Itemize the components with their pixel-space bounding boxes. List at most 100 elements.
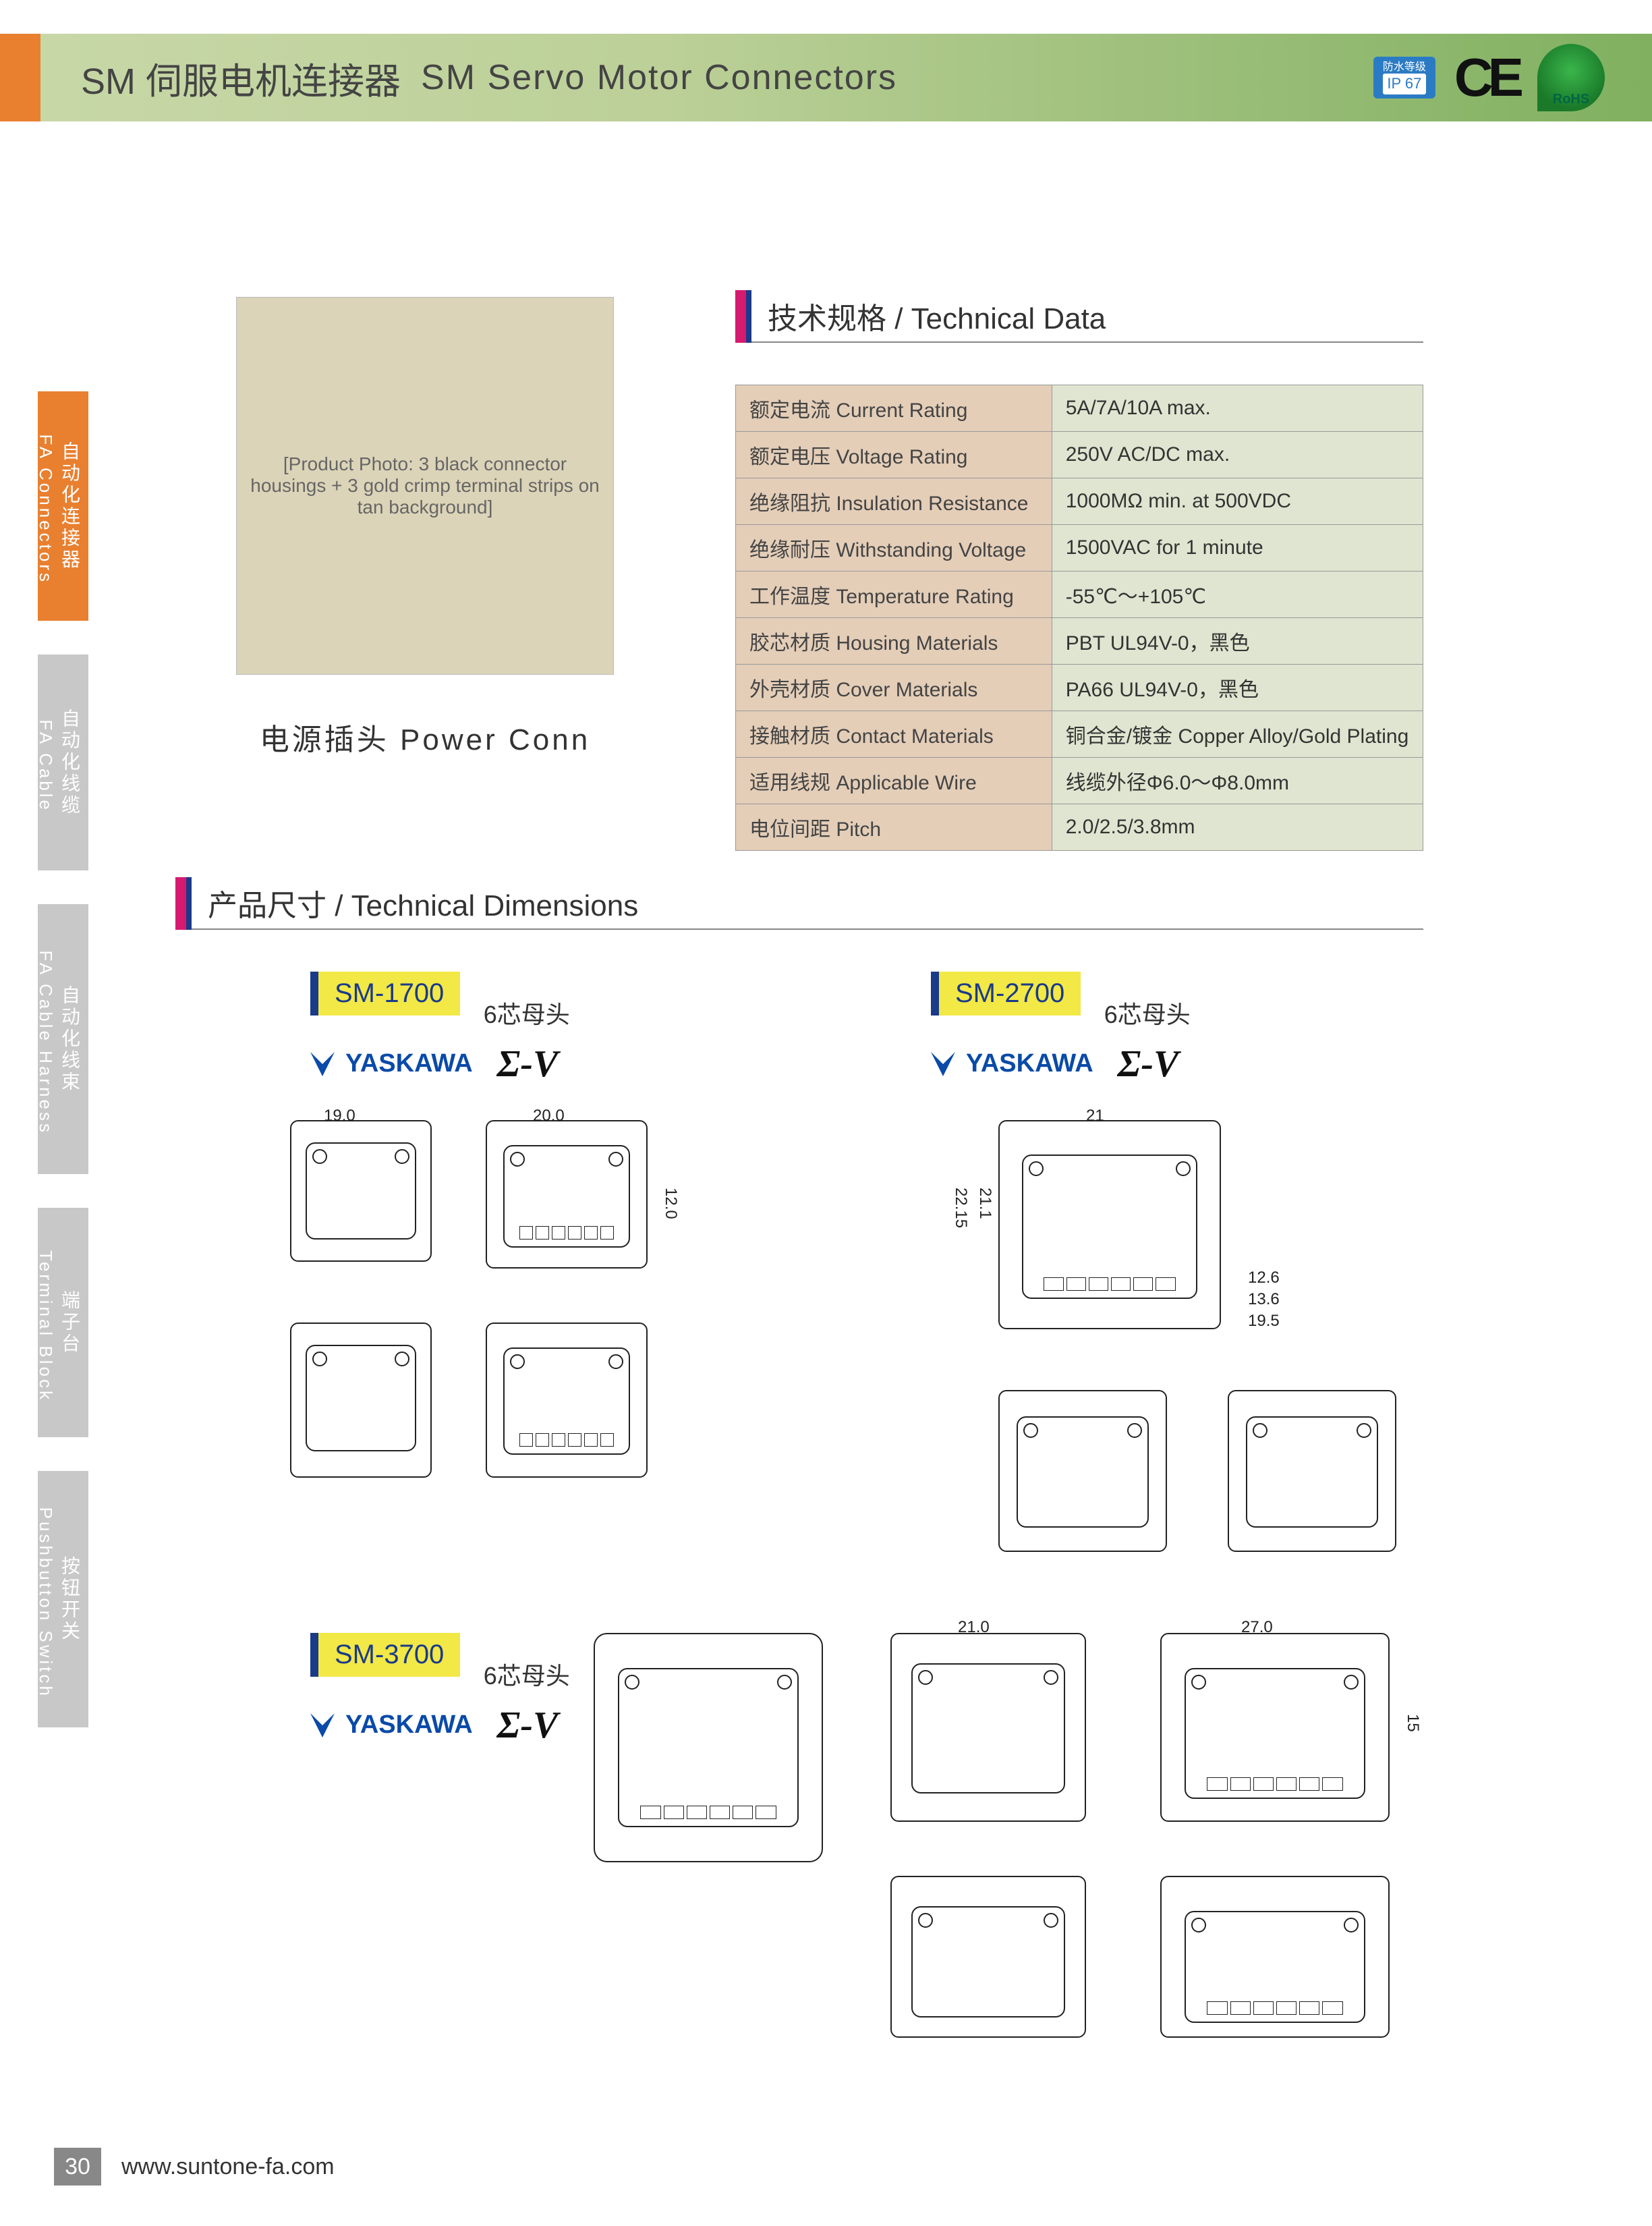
product-photo: [Product Photo: 3 black connector housin… <box>236 297 614 675</box>
series-text: Σ-V <box>497 1704 559 1747</box>
yaskawa-logo-icon <box>931 1052 955 1076</box>
yaskawa-logo-icon <box>310 1713 335 1737</box>
side-tab-cn: 端子台 <box>59 1290 80 1355</box>
model-sm-3700: SM-3700 6芯母头 YASKAWA Σ-V <box>310 1633 570 1747</box>
table-value: 1500VAC for 1 minute <box>1052 525 1423 572</box>
page-footer: 30 www.suntone-fa.com <box>54 2148 335 2186</box>
table-row: 适用线规 Applicable Wire线缆外径Φ6.0～Φ8.0mm <box>736 758 1423 804</box>
drawing-sm3700-top <box>890 1876 1086 2038</box>
photo-placeholder-text: [Product Photo: 3 black connector housin… <box>237 440 613 532</box>
rohs-badge <box>1537 44 1605 111</box>
drawing-sm3700-iso <box>594 1633 823 1862</box>
table-key: 电位间距 Pitch <box>736 804 1052 851</box>
table-row: 胶芯材质 Housing MaterialsPBT UL94V-0，黑色 <box>736 618 1423 665</box>
series-text: Σ-V <box>1118 1042 1179 1086</box>
table-key: 绝缘阻抗 Insulation Resistance <box>736 478 1052 525</box>
yaskawa-brand: YASKAWA Σ-V <box>931 1042 1191 1086</box>
side-tab-cn: 按钮开关 <box>59 1556 80 1642</box>
side-tab-en: FA Connectors <box>35 418 56 601</box>
table-value: 2.0/2.5/3.8mm <box>1052 804 1423 851</box>
ip-badge-top: 防水等级 <box>1383 61 1426 74</box>
page-number: 30 <box>54 2148 101 2186</box>
side-tab-en: Terminal Block <box>35 1235 56 1417</box>
model-subtitle: 6芯母头 <box>484 1662 570 1690</box>
table-row: 工作温度 Temperature Rating-55℃～+105℃ <box>736 572 1423 618</box>
drawing-sm3700-side2 <box>1160 1633 1390 1822</box>
side-tab-fa-cable: 自动化线缆 FA Cable <box>38 655 88 870</box>
ce-badge: CE <box>1454 47 1518 109</box>
header-badges: 防水等级 IP 67 CE <box>1373 44 1605 111</box>
series-text: Σ-V <box>497 1042 559 1086</box>
drawing-sm1700-iso <box>486 1323 648 1478</box>
side-tab-fa-cable-harness: 自动化线束 FA Cable Harness <box>38 904 88 1174</box>
drawing-sm3700-front <box>1160 1876 1390 2038</box>
model-subtitle: 6芯母头 <box>1104 1001 1191 1028</box>
dim-sm2700-h1: 22.15 <box>951 1188 970 1228</box>
side-tab-cn: 自动化连接器 <box>59 441 80 571</box>
page-header: SM 伺服电机连接器 SM Servo Motor Connectors 防水等… <box>0 34 1652 121</box>
model-subtitle: 6芯母头 <box>484 1001 570 1028</box>
heading-bar-magenta <box>175 877 186 930</box>
table-row: 额定电压 Voltage Rating250V AC/DC max. <box>736 432 1423 478</box>
side-tab-fa-connectors: 自动化连接器 FA Connectors <box>38 391 88 621</box>
drawing-sm1700-top <box>290 1323 432 1478</box>
model-name: SM-3700 <box>318 1633 460 1677</box>
table-row: 绝缘耐压 Withstanding Voltage1500VAC for 1 m… <box>736 525 1423 572</box>
drawing-sm2700-front <box>998 1120 1221 1329</box>
model-name: SM-2700 <box>939 972 1081 1015</box>
header-title-cn: SM 伺服电机连接器 <box>81 51 401 105</box>
header-title-en: SM Servo Motor Connectors <box>421 57 897 98</box>
side-tab-terminal-block: 端子台 Terminal Block <box>38 1208 88 1437</box>
table-row: 接触材质 Contact Materials铜合金/镀金 Copper Allo… <box>736 711 1423 758</box>
table-key: 额定电压 Voltage Rating <box>736 432 1052 478</box>
side-tab-en: FA Cable <box>35 681 56 850</box>
table-value: 线缆外径Φ6.0～Φ8.0mm <box>1052 758 1423 804</box>
technical-dimensions-heading: 产品尺寸 / Technical Dimensions <box>175 877 1423 930</box>
table-value: PBT UL94V-0，黑色 <box>1052 618 1423 665</box>
table-row: 绝缘阻抗 Insulation Resistance1000MΩ min. at… <box>736 478 1423 525</box>
dim-sm2700-d1: 12.6 <box>1248 1269 1280 1287</box>
technical-data-table: 额定电流 Current Rating5A/7A/10A max.额定电压 Vo… <box>735 385 1423 851</box>
model-name: SM-1700 <box>318 972 460 1015</box>
yaskawa-logo-icon <box>310 1052 335 1076</box>
side-tab-cn: 自动化线缆 <box>59 708 80 816</box>
side-tab-en: FA Cable Harness <box>35 931 56 1154</box>
table-value: PA66 UL94V-0，黑色 <box>1052 665 1423 711</box>
brand-text: YASKAWA <box>345 1049 473 1078</box>
side-tab-en: Pushbutton Switch <box>35 1498 56 1707</box>
drawing-sm2700-side <box>1228 1390 1396 1552</box>
model-bar <box>310 972 318 1015</box>
table-key: 绝缘耐压 Withstanding Voltage <box>736 525 1052 572</box>
model-bar <box>310 1633 318 1677</box>
side-tab-cn: 自动化线束 <box>59 985 80 1093</box>
drawing-sm1700-side <box>290 1120 432 1262</box>
table-key: 外壳材质 Cover Materials <box>736 665 1052 711</box>
drawing-sm3700-side1 <box>890 1633 1086 1822</box>
photo-caption: 电源插头 Power Conn <box>236 715 614 758</box>
footer-url: www.suntone-fa.com <box>121 2154 335 2180</box>
model-sm-2700: SM-2700 6芯母头 YASKAWA Σ-V <box>931 972 1191 1086</box>
yaskawa-brand: YASKAWA Σ-V <box>310 1704 570 1747</box>
drawing-sm1700-front <box>486 1120 648 1269</box>
table-value: 1000MΩ min. at 500VDC <box>1052 478 1423 525</box>
table-row: 外壳材质 Cover Materials PA66 UL94V-0，黑色 <box>736 665 1423 711</box>
technical-data-heading: 技术规格 / Technical Data <box>735 290 1423 343</box>
table-value: 铜合金/镀金 Copper Alloy/Gold Plating <box>1052 711 1423 758</box>
table-row: 电位间距 Pitch2.0/2.5/3.8mm <box>736 804 1423 851</box>
brand-text: YASKAWA <box>345 1710 473 1740</box>
model-sm-1700: SM-1700 6芯母头 YASKAWA Σ-V <box>310 972 570 1086</box>
dim-sm2700-d3: 19.5 <box>1248 1312 1280 1331</box>
table-value: 5A/7A/10A max. <box>1052 385 1423 432</box>
heading-bar-magenta <box>735 290 746 343</box>
heading-bar-navy <box>746 290 751 343</box>
ip-badge-text: IP 67 <box>1383 74 1426 94</box>
heading-text: 技术规格 / Technical Data <box>751 290 1423 343</box>
brand-text: YASKAWA <box>966 1049 1093 1078</box>
dim-sm2700-d2: 13.6 <box>1248 1290 1280 1309</box>
dim-sm2700-h2: 21.1 <box>975 1188 994 1219</box>
dim-sm1700-h2: 12.0 <box>661 1188 680 1219</box>
table-key: 额定电流 Current Rating <box>736 385 1052 432</box>
table-key: 胶芯材质 Housing Materials <box>736 618 1052 665</box>
heading-text: 产品尺寸 / Technical Dimensions <box>192 877 1423 930</box>
table-key: 接触材质 Contact Materials <box>736 711 1052 758</box>
